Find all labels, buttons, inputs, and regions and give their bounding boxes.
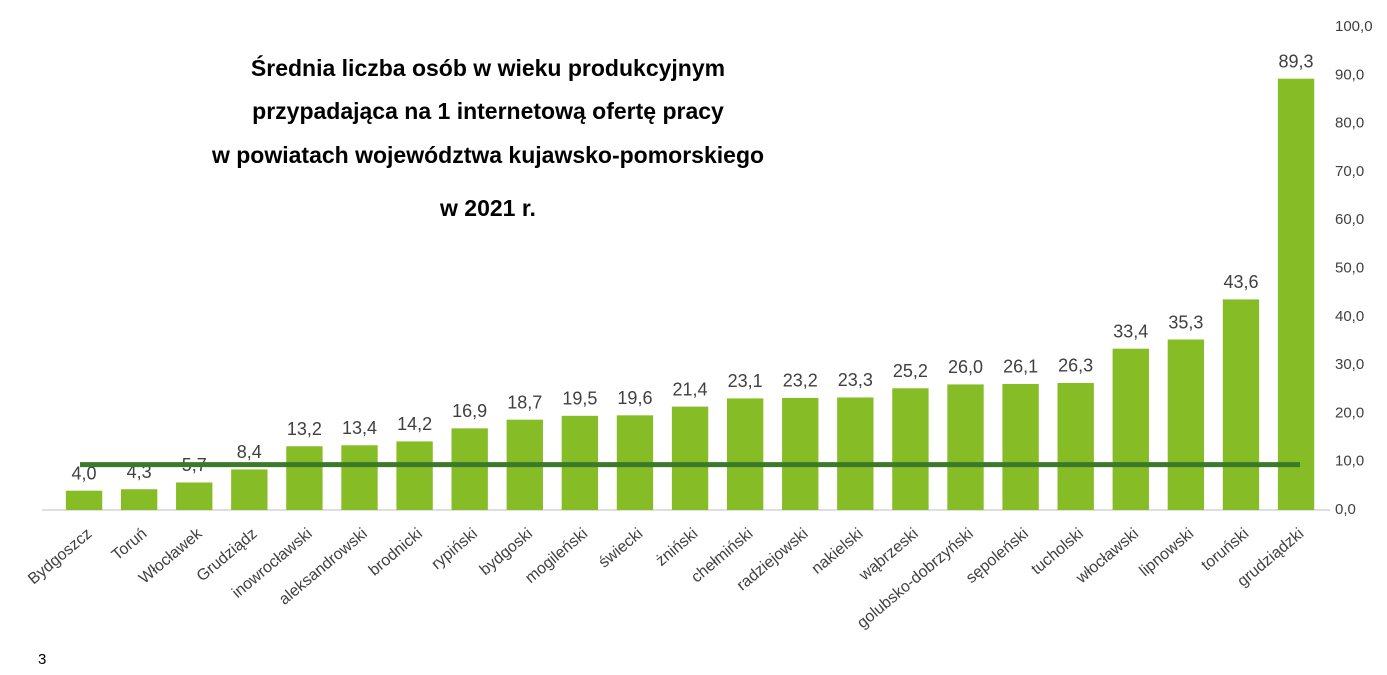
bar (231, 469, 268, 510)
bar (1002, 383, 1039, 510)
bar (396, 441, 433, 510)
bar (671, 406, 709, 510)
bar (341, 445, 378, 510)
bar (451, 428, 488, 510)
y-tick-label: 30,0 (1335, 356, 1364, 373)
bar (286, 446, 323, 510)
y-tick-label: 70,0 (1335, 163, 1364, 180)
x-tick-label: świecki (596, 525, 646, 571)
page-number: 3 (38, 651, 46, 668)
data-label: 26,3 (1058, 356, 1093, 376)
bar (1167, 339, 1205, 510)
data-label: 8,4 (237, 442, 262, 462)
data-label: 13,4 (342, 418, 377, 438)
chart-title: przypadająca na 1 internetową ofertę pra… (252, 98, 724, 124)
data-label: 25,2 (893, 361, 928, 381)
data-label: 18,7 (507, 392, 542, 412)
data-label: 23,2 (783, 371, 818, 391)
bar (726, 398, 764, 510)
bar (120, 489, 158, 510)
x-tick-label: lipnowski (1136, 525, 1197, 580)
y-tick-label: 0,0 (1335, 501, 1356, 518)
y-tick-label: 10,0 (1335, 453, 1364, 470)
x-tick-label: rypiński (428, 525, 480, 573)
y-tick-label: 80,0 (1335, 115, 1364, 132)
x-tick-label: Toruń (109, 525, 151, 564)
y-tick-label: 40,0 (1335, 308, 1364, 325)
data-label: 19,5 (562, 389, 597, 409)
bar (892, 388, 929, 510)
data-label: 89,3 (1279, 51, 1314, 71)
data-label: 33,4 (1113, 321, 1148, 341)
bar (947, 384, 984, 510)
data-label: 21,4 (673, 379, 708, 399)
chart-title: w 2021 r. (439, 195, 536, 221)
data-label: 14,2 (397, 414, 432, 434)
x-tick-label: żniński (653, 525, 701, 569)
x-tick-label: Bydgoszcz (25, 525, 95, 588)
y-tick-label: 90,0 (1335, 66, 1364, 83)
y-tick-label: 20,0 (1335, 404, 1364, 421)
bar (1277, 78, 1315, 510)
x-tick-label: brodnicki (366, 525, 426, 579)
chart-title: Średnia liczba osób w wieku produkcyjnym (251, 54, 725, 81)
data-label: 4,0 (72, 463, 97, 483)
bar (65, 490, 103, 510)
y-tick-label: 50,0 (1335, 259, 1364, 276)
bar (782, 397, 819, 510)
y-tick-label: 100,0 (1335, 18, 1373, 35)
bar (1112, 348, 1149, 510)
bar (1057, 382, 1094, 510)
data-label: 13,2 (287, 419, 322, 439)
x-tick-label: toruński (1198, 525, 1252, 574)
data-label: 23,1 (728, 371, 763, 391)
data-label: 35,3 (1168, 312, 1203, 332)
data-label: 19,6 (617, 388, 652, 408)
chart-title: w powiatach województwa kujawsko-pomorsk… (211, 142, 764, 168)
bar (1222, 299, 1260, 510)
bar (176, 482, 213, 510)
data-label: 16,9 (452, 401, 487, 421)
data-label: 23,3 (838, 370, 873, 390)
data-label: 43,6 (1223, 272, 1258, 292)
bar (837, 397, 874, 510)
y-tick-label: 60,0 (1335, 211, 1364, 228)
data-label: 26,0 (948, 357, 983, 377)
data-label: 26,1 (1003, 357, 1038, 377)
